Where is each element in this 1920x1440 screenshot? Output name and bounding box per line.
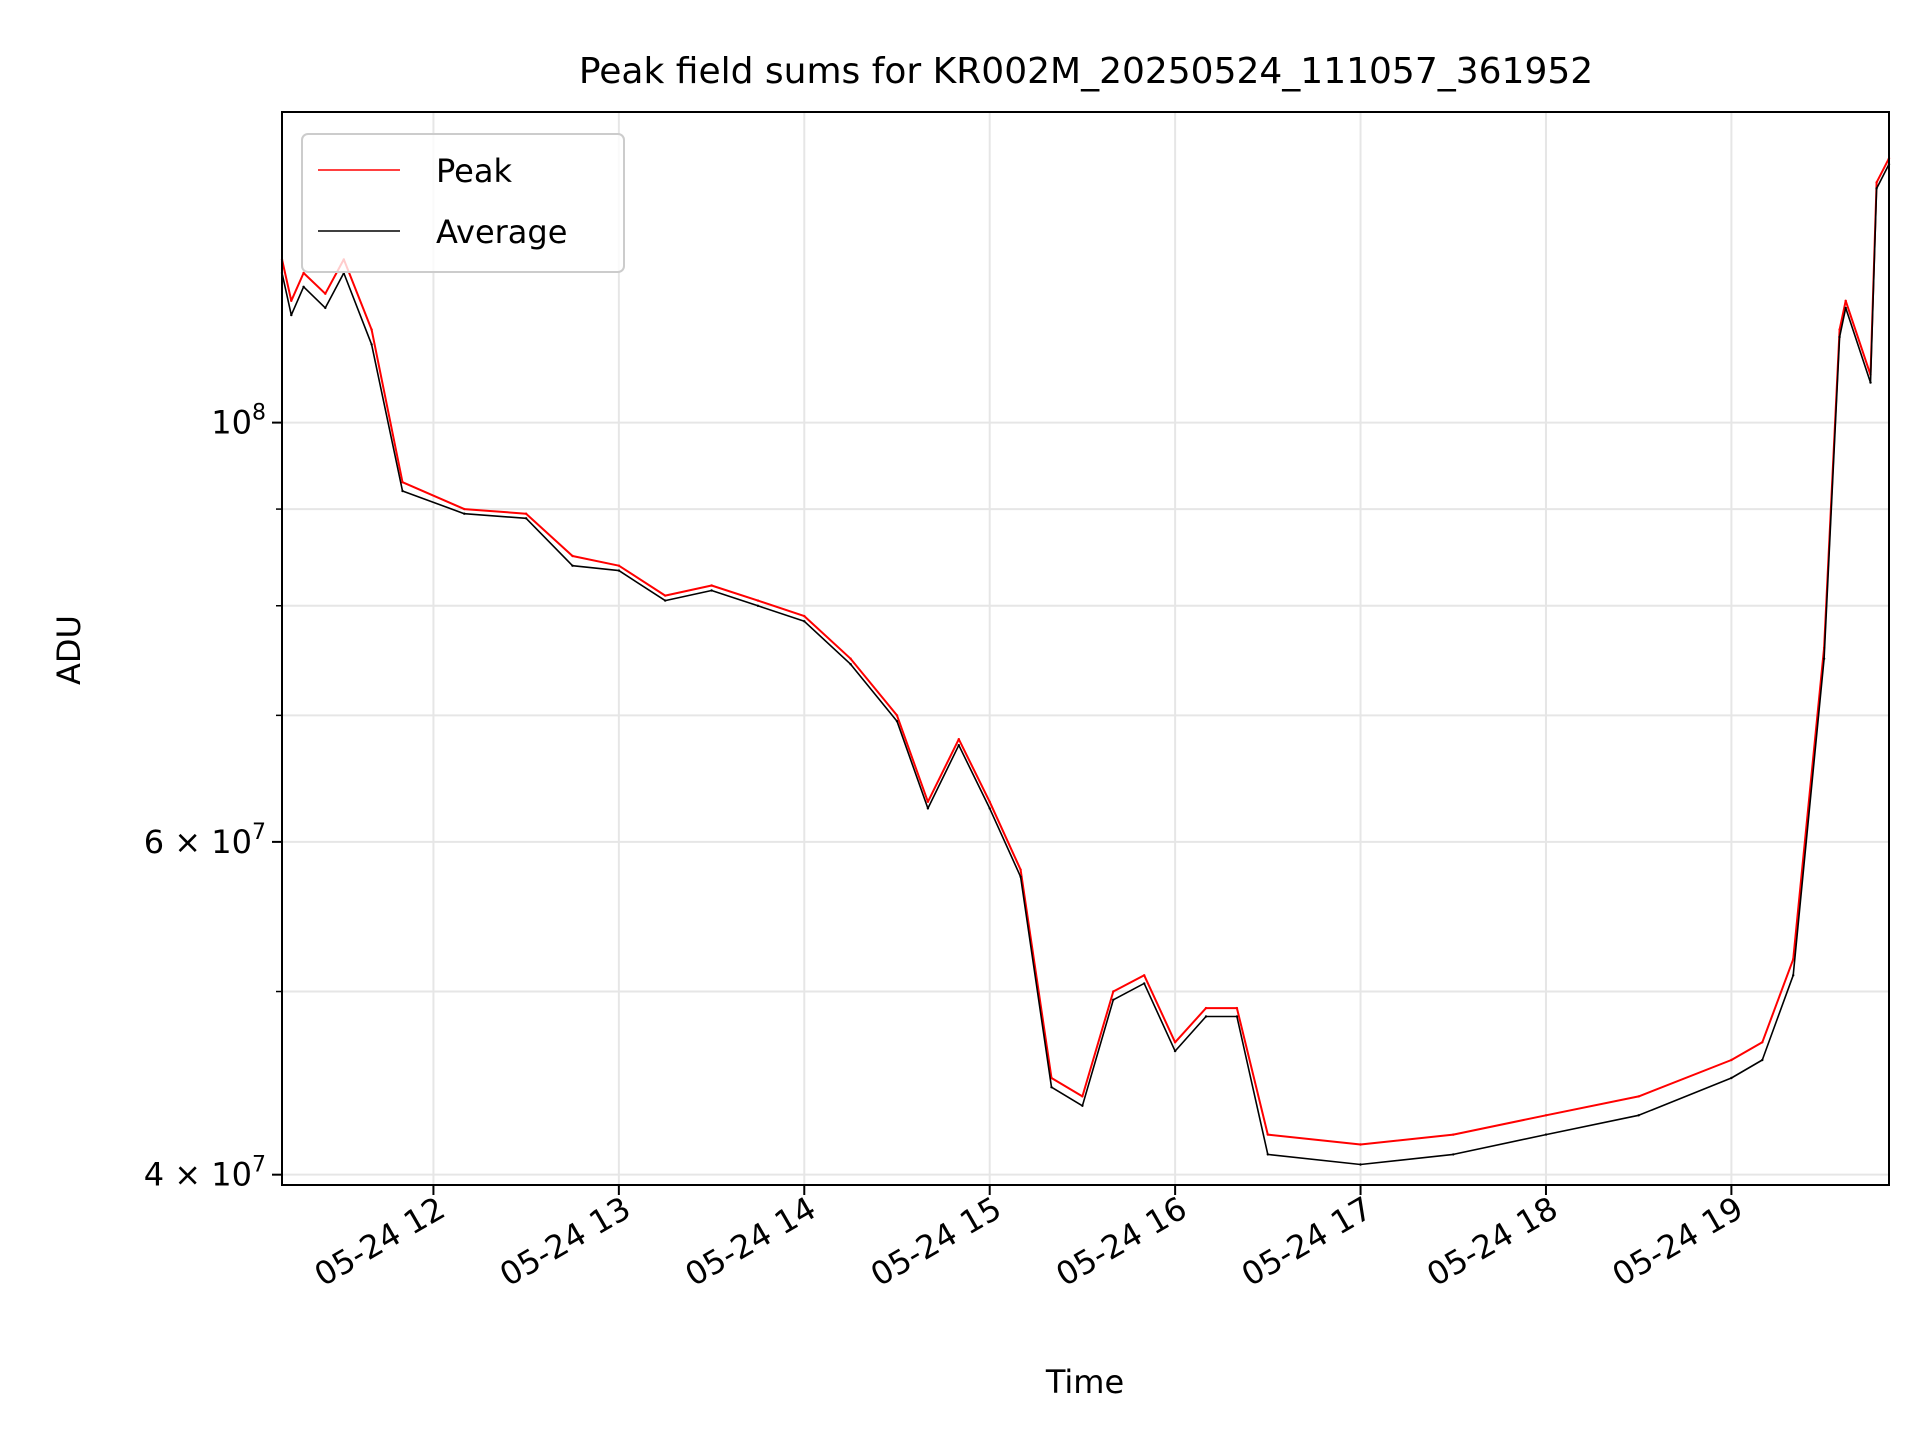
- data-point-peak: [1235, 1006, 1239, 1010]
- data-point-peak: [290, 299, 293, 302]
- y-tick-label: 108: [211, 401, 266, 442]
- data-point-peak: [1173, 1041, 1177, 1044]
- data-point-average: [849, 663, 852, 666]
- data-point-average: [1359, 1163, 1362, 1166]
- data-point-peak: [401, 481, 404, 484]
- data-point-peak: [1143, 974, 1146, 977]
- data-point-average: [1019, 875, 1022, 878]
- data-point-average: [1204, 1015, 1208, 1018]
- data-point-average: [370, 343, 373, 346]
- data-point-average: [1844, 306, 1847, 310]
- data-point-peak: [803, 614, 806, 618]
- data-point-average: [1235, 1015, 1239, 1018]
- legend-label-peak: Peak: [436, 152, 512, 190]
- grid-lines: [282, 112, 1889, 1185]
- data-point-peak: [895, 714, 899, 717]
- y-tick-base: 10: [211, 404, 252, 442]
- data-point-peak: [1844, 299, 1847, 302]
- data-point-average: [290, 313, 293, 317]
- data-point-average: [1730, 1076, 1733, 1080]
- data-point-average: [1081, 1104, 1084, 1108]
- y-tick-label: 6 × 107: [144, 820, 266, 861]
- data-point-peak: [1792, 958, 1795, 961]
- data-point-average: [1761, 1058, 1764, 1062]
- data-point-peak: [1452, 1133, 1455, 1136]
- data-point-average: [1838, 335, 1841, 339]
- y-tick-exponent: 8: [252, 401, 266, 426]
- y-axis-label: ADU: [50, 615, 88, 685]
- data-point-peak: [324, 292, 327, 295]
- data-point-average: [1544, 1133, 1548, 1136]
- data-point-peak: [1112, 990, 1115, 993]
- data-point-average: [710, 589, 713, 592]
- series-layer: [280, 157, 1891, 1166]
- data-point-peak: [370, 328, 373, 331]
- data-point-average: [302, 285, 305, 288]
- data-point-average: [988, 807, 991, 810]
- data-point-average: [1637, 1114, 1640, 1117]
- legend-label-average: Average: [436, 213, 567, 251]
- data-point-average: [1792, 974, 1795, 977]
- data-point-peak: [756, 599, 760, 602]
- y-tick-label: 4 × 107: [144, 1153, 266, 1194]
- data-point-average: [1173, 1049, 1177, 1053]
- data-point-average: [463, 512, 466, 515]
- data-point-average: [1875, 187, 1878, 190]
- data-point-peak: [302, 271, 305, 275]
- y-tick-base: 6 × 10: [144, 823, 252, 861]
- data-point-average: [524, 517, 528, 520]
- y-tick-exponent: 7: [252, 820, 266, 845]
- y-tick-base: 4 × 10: [144, 1156, 252, 1194]
- series-line-peak: [281, 157, 1890, 1146]
- data-point-average: [803, 620, 806, 623]
- data-point-average: [1112, 998, 1115, 1001]
- data-point-peak: [617, 564, 621, 567]
- data-point-peak: [1730, 1058, 1733, 1062]
- data-point-peak: [1838, 328, 1841, 331]
- data-point-peak: [1761, 1041, 1764, 1044]
- data-point-average: [957, 744, 960, 747]
- data-point-peak: [1266, 1133, 1270, 1136]
- data-point-average: [926, 807, 930, 810]
- data-point-peak: [1637, 1095, 1640, 1098]
- data-point-average: [1050, 1086, 1053, 1089]
- legend: Peak Average: [301, 133, 625, 273]
- data-point-peak: [571, 554, 574, 558]
- data-point-average: [895, 720, 899, 723]
- data-point-peak: [988, 800, 991, 803]
- data-point-average: [1452, 1153, 1455, 1156]
- data-point-average: [571, 564, 574, 567]
- data-point-peak: [1359, 1143, 1362, 1146]
- data-point-peak: [849, 657, 852, 660]
- data-point-average: [1869, 381, 1872, 384]
- data-point-peak: [1204, 1006, 1208, 1010]
- data-point-average: [664, 599, 667, 602]
- data-point-peak: [524, 512, 528, 515]
- data-point-peak: [1544, 1114, 1548, 1117]
- series-line-average: [281, 163, 1890, 1166]
- data-point-average: [324, 306, 327, 310]
- data-point-peak: [664, 594, 667, 597]
- data-point-average: [1143, 982, 1146, 985]
- data-point-peak: [463, 507, 466, 511]
- chart-title: Peak field sums for KR002M_20250524_1110…: [579, 51, 1593, 92]
- data-point-peak: [1875, 181, 1878, 184]
- data-point-average: [1266, 1153, 1270, 1156]
- data-point-average: [617, 569, 621, 572]
- data-point-peak: [957, 738, 960, 741]
- data-point-peak: [926, 800, 930, 803]
- data-point-average: [401, 489, 404, 493]
- data-point-peak: [1081, 1095, 1084, 1098]
- x-axis-label: Time: [1045, 1363, 1124, 1401]
- data-point-peak: [1019, 868, 1022, 871]
- data-point-average: [1822, 657, 1826, 660]
- data-point-average: [756, 604, 760, 607]
- data-point-peak: [710, 584, 713, 587]
- plot-frame: [281, 111, 1890, 1186]
- legend-box: [301, 133, 625, 273]
- y-tick-exponent: 7: [252, 1153, 266, 1178]
